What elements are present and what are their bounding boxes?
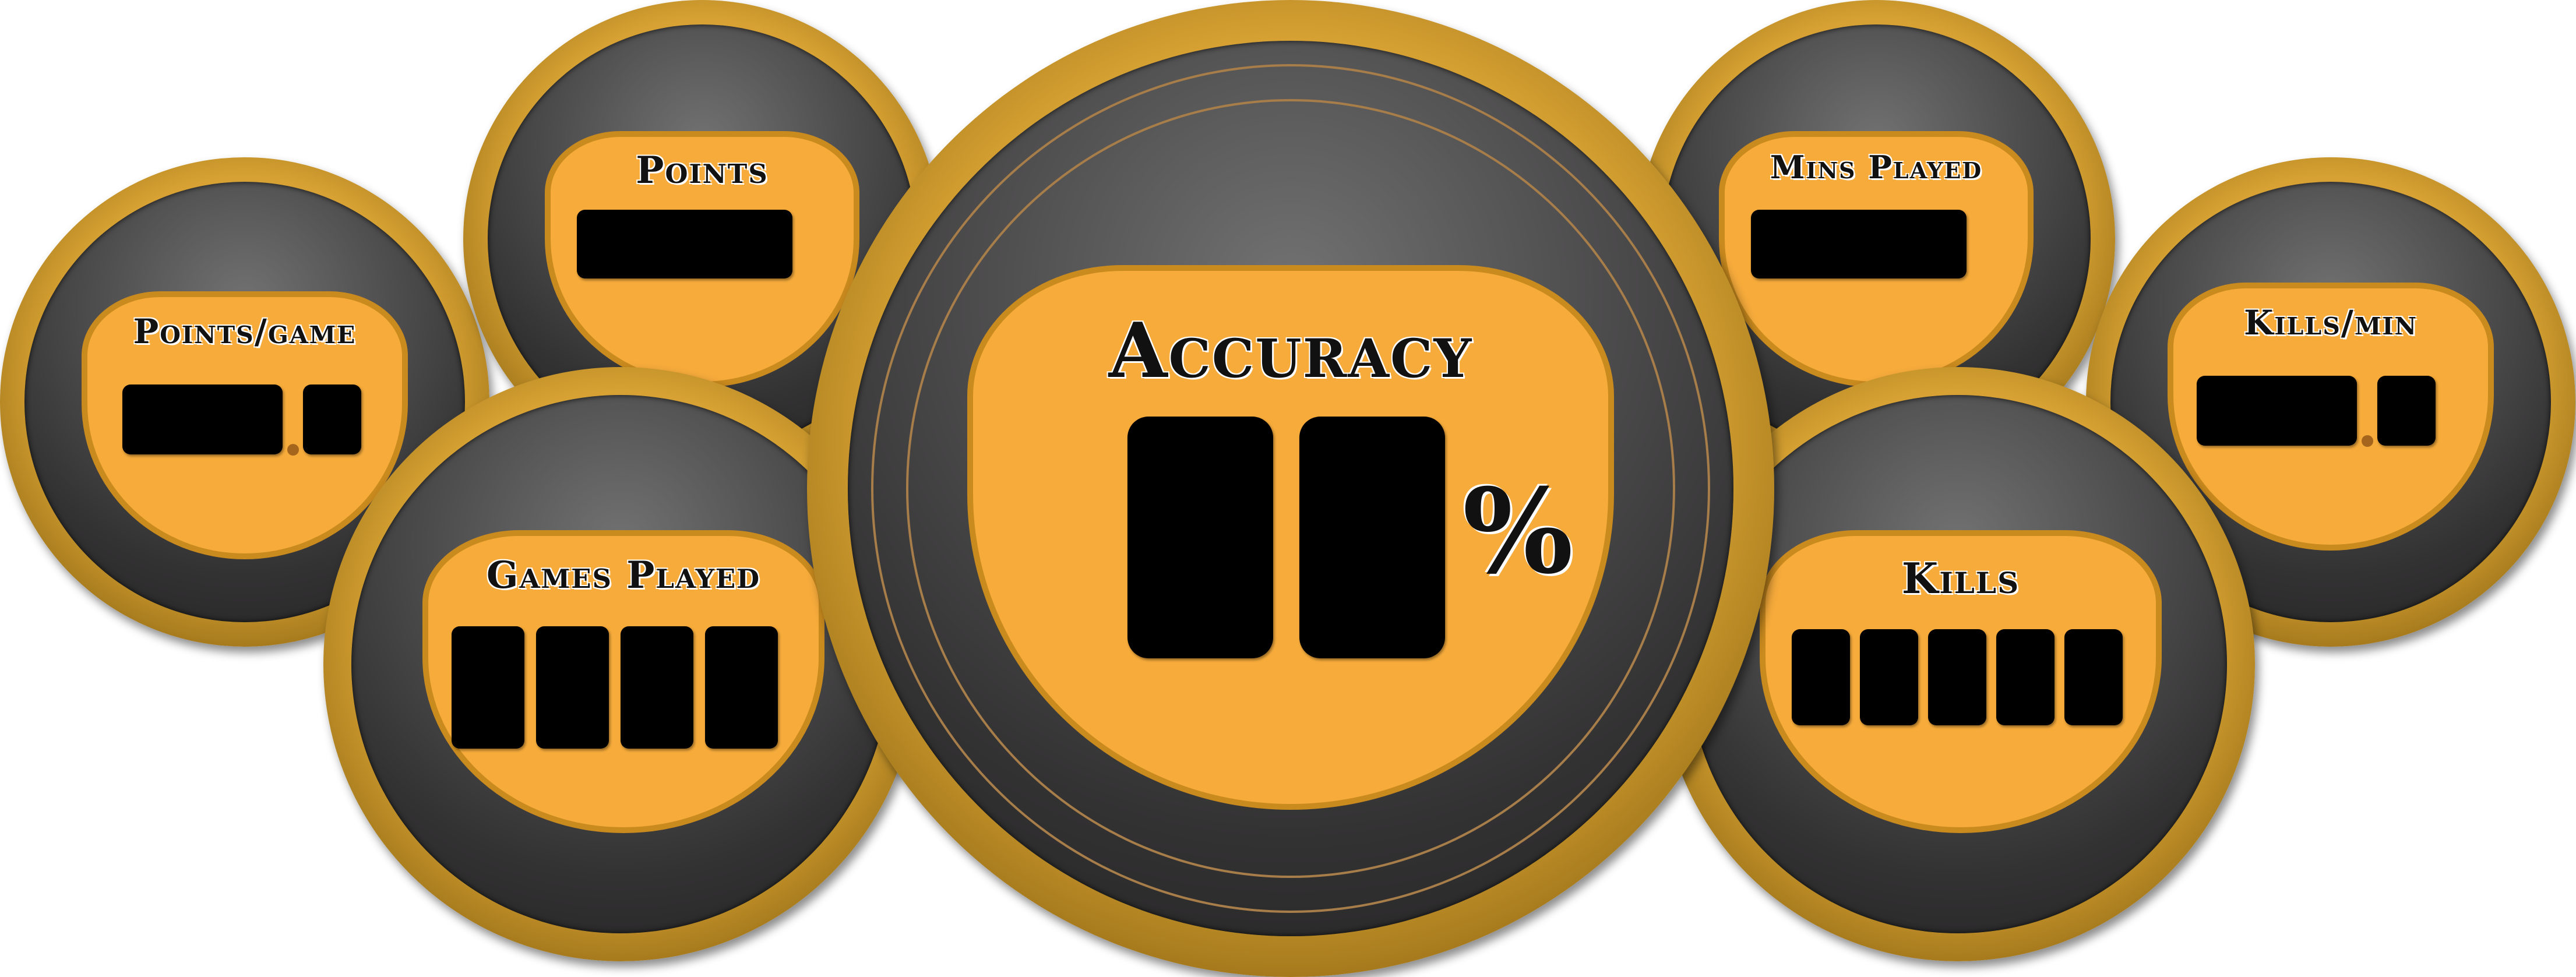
accuracy-ring-outer [871,64,1710,913]
accuracy-gauge: Accuracy % [807,0,1774,977]
kills-per-min-face: Kills/min [2168,283,2494,551]
points-per-game-label: Points/game [133,312,357,351]
accuracy-ring-inner [906,99,1675,878]
kills-digit-2 [1860,629,1918,725]
kills-digit-3 [1928,629,1986,725]
kills-per-min-label: Kills/min [2243,303,2418,343]
kills-per-min-integer-display [2197,376,2357,446]
games-played-label: Games Played [486,553,761,597]
decimal-point [2362,435,2373,447]
kills-face: Kills [1760,530,2162,833]
kills-digit-1 [1792,629,1850,725]
points-per-game-gauge: Points/game [0,157,489,647]
games-played-digit-1 [452,626,524,749]
accuracy-label: Accuracy [1108,306,1473,395]
games-played-face: Games Played [422,530,824,833]
kills-per-min-decimal-display [2377,376,2436,446]
decimal-point [287,444,299,456]
kills-label: Kills [1901,553,2020,603]
mins-played-display [1751,210,1967,278]
points-per-game-face: Points/game [82,291,408,559]
points-display [577,210,792,278]
mins-played-label: Mins Played [1770,149,1983,186]
games-played-digit-3 [621,626,693,749]
kills-digit-4 [1996,629,2055,725]
points-label: Points [636,149,769,192]
points-face: Points [545,131,859,387]
accuracy-digit-2 [1299,417,1445,658]
accuracy-percent-sign: % [1463,463,1574,600]
games-played-digit-4 [705,626,778,749]
points-per-game-integer-display [122,385,283,454]
accuracy-face: Accuracy % [967,265,1614,810]
accuracy-digit-1 [1127,417,1273,658]
games-played-digit-2 [536,626,609,749]
kills-digit-5 [2064,629,2123,725]
points-per-game-decimal-display [303,385,361,454]
